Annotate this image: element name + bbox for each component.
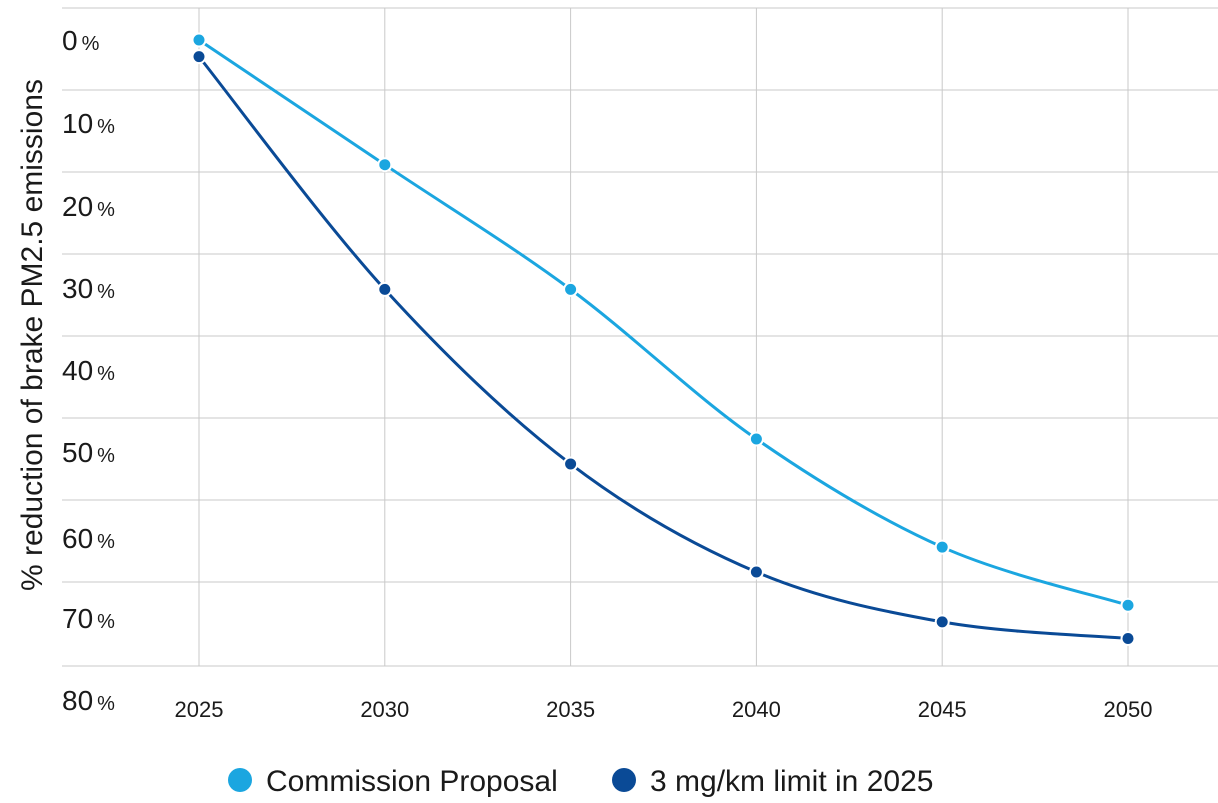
data-point xyxy=(934,614,950,630)
y-tick-label: 50% xyxy=(62,437,115,468)
x-tick-label: 2040 xyxy=(732,697,781,722)
x-tick-label: 2035 xyxy=(546,697,595,722)
legend: Commission Proposal 3 mg/km limit in 2025 xyxy=(228,765,933,798)
y-tick-label: 10% xyxy=(62,108,115,139)
x-tick-label: 2045 xyxy=(918,697,967,722)
y-tick-label: 70% xyxy=(62,603,115,634)
x-axis-ticks: 2025 2030 2035 2040 2045 2050 xyxy=(175,697,1153,722)
y-tick-label: 30% xyxy=(62,273,115,304)
data-point xyxy=(191,49,207,65)
data-point xyxy=(934,539,950,555)
x-tick-label: 2025 xyxy=(175,697,224,722)
grid xyxy=(62,7,1218,667)
y-tick-label: 40% xyxy=(62,355,115,386)
x-tick-label: 2030 xyxy=(360,697,409,722)
data-point xyxy=(748,431,764,447)
data-point xyxy=(563,281,579,297)
x-tick-label: 2050 xyxy=(1104,697,1153,722)
series-lines xyxy=(197,38,1129,640)
y-axis-label: % reduction of brake PM2.5 emissions xyxy=(16,79,49,591)
legend-marker xyxy=(612,768,636,792)
series-line-2 xyxy=(197,55,1129,640)
y-tick-label: 60% xyxy=(62,523,115,554)
data-point xyxy=(1120,631,1136,646)
legend-marker xyxy=(228,768,252,792)
y-tick-label: 0% xyxy=(62,25,100,56)
data-point xyxy=(563,456,579,472)
series-points xyxy=(191,32,1136,646)
legend-label: Commission Proposal xyxy=(266,765,558,798)
y-tick-label: 20% xyxy=(62,191,115,222)
data-point xyxy=(1120,597,1136,613)
data-point xyxy=(748,564,764,580)
series-line-1 xyxy=(198,38,1129,607)
data-point xyxy=(377,281,393,297)
data-point xyxy=(191,32,207,48)
y-axis-ticks: 0 % 10 % 20 % 30 % 40 % 50 % 60 % 70 % 80% xyxy=(62,25,115,716)
legend-label: 3 mg/km limit in 2025 xyxy=(650,765,933,798)
data-point xyxy=(377,157,393,173)
y-tick-label: 80% xyxy=(62,685,115,716)
